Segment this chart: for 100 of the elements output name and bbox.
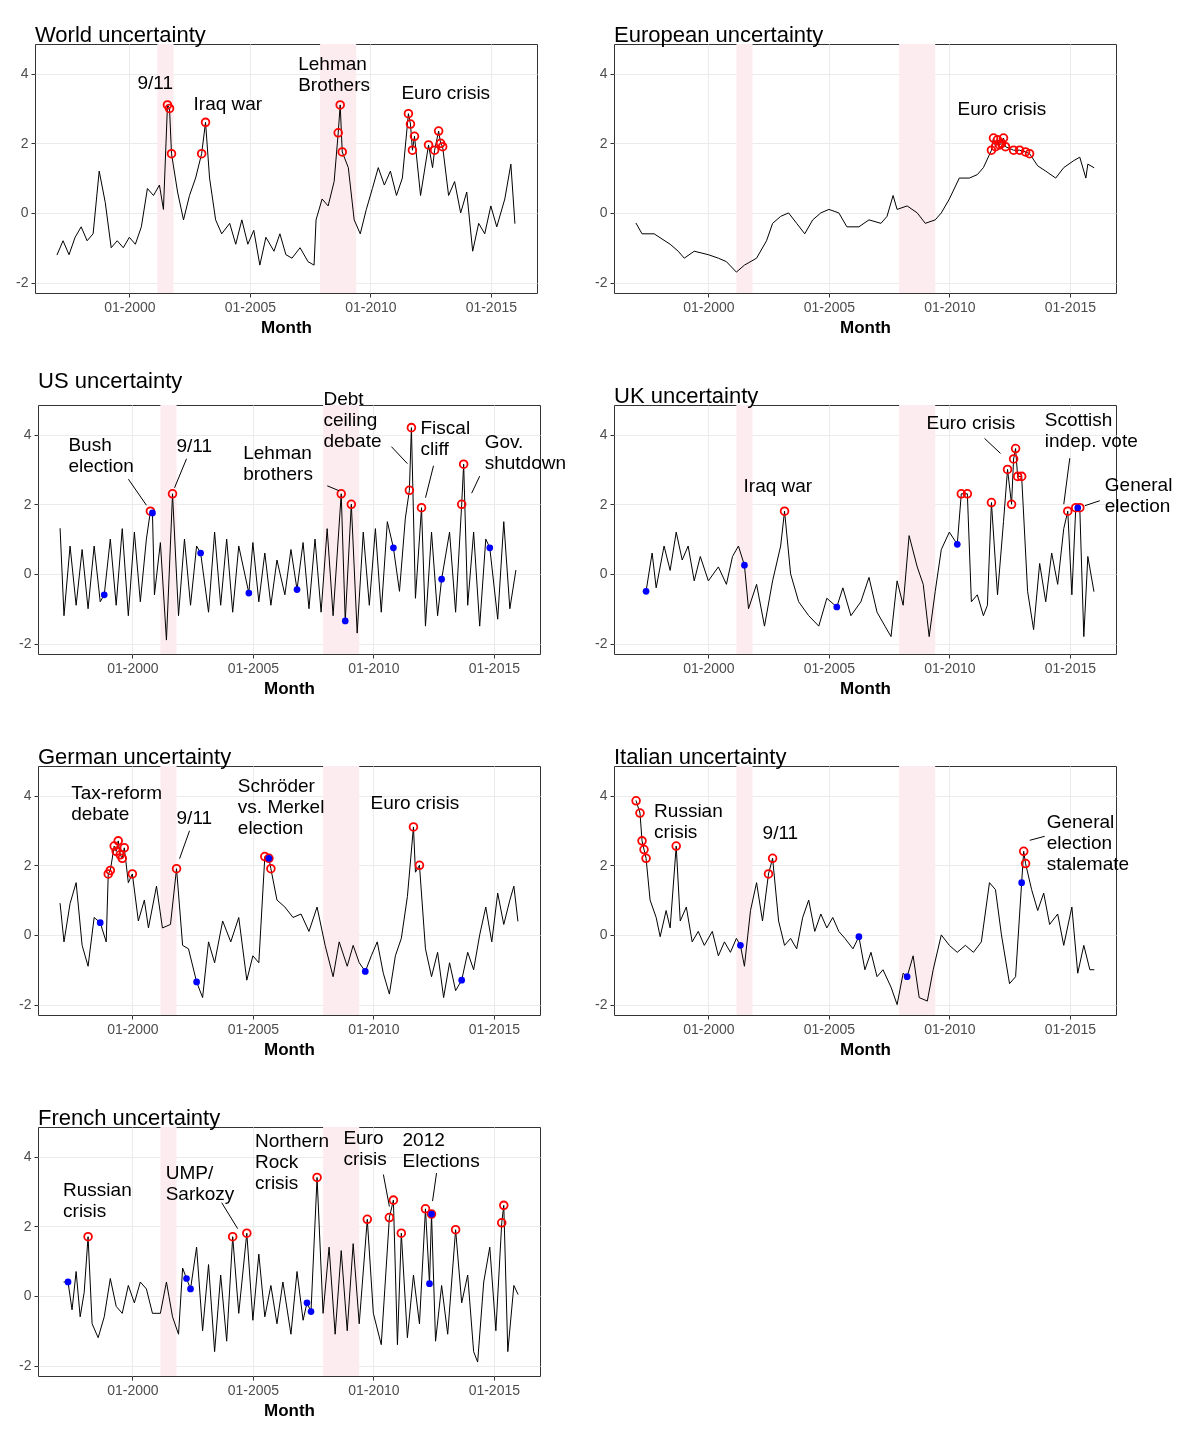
x-tick-label: 01-2000: [683, 659, 735, 676]
point: [117, 853, 128, 864]
point: [390, 544, 397, 552]
annotation: Russian crisis: [63, 1178, 132, 1221]
x-tick-label: 01-2000: [683, 298, 735, 315]
x-tick-label: 01-2000: [107, 1020, 159, 1037]
annotation: 2012 Elections: [402, 1129, 480, 1172]
point: [293, 586, 301, 593]
x-tick-label: 01-2000: [104, 298, 156, 315]
y-tick-label: 4: [599, 426, 608, 443]
annotation: Schröder vs. Merkel election: [237, 774, 325, 838]
point: [1070, 502, 1081, 513]
line-series: [635, 137, 1095, 273]
point: [1006, 499, 1017, 510]
x-tick-label: 01-2000: [683, 1020, 735, 1037]
point: [639, 844, 649, 855]
x-tick-label: 01-2010: [348, 1020, 400, 1037]
point: [635, 808, 645, 818]
annotation: Northern Rock crisis: [255, 1130, 329, 1194]
x-tick-label: 01-2005: [224, 298, 277, 315]
point: [637, 836, 647, 846]
point: [113, 836, 123, 846]
annotation: Bush election: [68, 434, 134, 477]
point: [1008, 145, 1019, 155]
point: [779, 506, 790, 516]
y-tick-label: -2: [19, 1357, 32, 1374]
point: [671, 841, 681, 851]
annotation: Euro crisis: [370, 791, 460, 813]
point: [962, 489, 973, 499]
point: [335, 100, 345, 110]
x-tick-label: 01-2010: [924, 1020, 976, 1037]
y-tick-label: 0: [599, 565, 608, 582]
annotation: Debt ceiling debate: [323, 387, 382, 451]
point: [145, 506, 156, 516]
point: [260, 851, 270, 862]
x-tick-label: 01-2010: [348, 1381, 400, 1398]
y-tick-label: 4: [599, 787, 608, 804]
y-tick-label: 2: [23, 495, 32, 512]
y-tick-label: -2: [16, 274, 29, 291]
point: [105, 865, 116, 876]
point: [83, 1231, 93, 1242]
point: [312, 1172, 322, 1183]
chart-title: German uncertainty: [38, 744, 232, 769]
point: [1024, 148, 1035, 159]
point: [303, 1299, 311, 1307]
point: [438, 575, 445, 583]
point: [990, 141, 1001, 152]
point: [855, 933, 863, 940]
point: [986, 145, 997, 155]
x-tick-label: 01-2015: [1044, 1020, 1097, 1037]
point: [196, 148, 207, 159]
annotation: Euro crisis: [401, 81, 491, 103]
point: [737, 942, 744, 949]
x-tick-label: 01-2010: [348, 659, 400, 676]
point: [149, 509, 156, 517]
x-tick-label: 01-2010: [924, 659, 976, 676]
chart-title: Italian uncertainty: [614, 744, 787, 769]
x-tick-label: 01-2000: [107, 1381, 159, 1398]
point: [433, 126, 444, 136]
point: [986, 497, 997, 508]
point: [1008, 454, 1019, 464]
point: [642, 587, 650, 595]
y-tick-label: 0: [599, 204, 608, 221]
point: [1000, 141, 1011, 152]
y-tick-label: 0: [23, 926, 32, 943]
point: [109, 841, 119, 851]
x-tick-label: 01-2005: [227, 1020, 280, 1037]
y-tick-label: 2: [23, 1217, 32, 1234]
y-tick-label: 4: [23, 787, 32, 804]
point: [307, 1308, 315, 1315]
point: [1012, 471, 1023, 482]
x-tick-label: 01-2010: [924, 298, 976, 315]
x-tick-label: 01-2015: [468, 659, 521, 676]
annotation: Euro crisis: [957, 97, 1047, 119]
annotation: Iraq war: [193, 93, 263, 115]
x-tick-label: 01-2015: [1044, 298, 1097, 315]
x-tick-label: 01-2005: [803, 659, 856, 676]
point: [64, 1278, 72, 1286]
annotation: Euro crisis: [926, 412, 1016, 434]
point: [404, 485, 415, 496]
x-tick-label: 01-2015: [1044, 659, 1097, 676]
point: [903, 973, 911, 981]
point: [405, 119, 416, 129]
point: [641, 853, 651, 864]
point: [486, 544, 494, 552]
point: [162, 100, 173, 110]
point: [362, 1214, 373, 1225]
point: [631, 796, 641, 806]
point: [227, 1231, 238, 1242]
point: [992, 135, 1003, 145]
point: [183, 1275, 190, 1282]
annotation: 9/11: [176, 434, 213, 456]
point: [458, 976, 466, 984]
annotation: UMP/ Sarkozy: [165, 1161, 235, 1204]
point: [187, 1285, 194, 1293]
point: [763, 869, 774, 879]
point: [336, 489, 346, 499]
chart-title: World uncertainty: [35, 22, 206, 47]
point: [423, 140, 434, 150]
x-tick-label: 01-2010: [345, 298, 397, 315]
